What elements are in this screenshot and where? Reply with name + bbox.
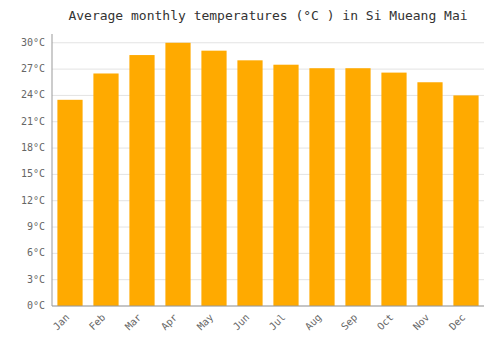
y-tick-label: 0°C xyxy=(27,300,45,311)
bar xyxy=(345,68,370,306)
axes xyxy=(52,34,484,306)
bars xyxy=(57,43,478,306)
bar xyxy=(453,95,478,306)
x-axis-labels: Jan Feb Mar Apr May Jun Jul Aug Sep Oct Nov Dec xyxy=(51,312,468,333)
y-tick-label: 21°C xyxy=(21,116,45,127)
x-tick-label: Feb xyxy=(87,312,108,333)
bar xyxy=(57,100,82,306)
y-axis-labels: 0°C 3°C 6°C 9°C 12°C 15°C 18°C 21°C 24°C 27°C 30°C xyxy=(21,37,45,311)
bar xyxy=(93,73,118,306)
y-tick-label: 12°C xyxy=(21,195,45,206)
bar xyxy=(417,82,442,306)
x-tick-label: May xyxy=(195,312,216,333)
y-axis-line xyxy=(52,34,53,306)
bar xyxy=(273,65,298,306)
x-tick-label: Aug xyxy=(303,312,324,333)
y-tick-label: 18°C xyxy=(21,142,45,153)
grid xyxy=(52,43,484,306)
y-tick-label: 24°C xyxy=(21,89,45,100)
y-tick-label: 6°C xyxy=(27,247,45,258)
bar xyxy=(237,60,262,306)
grid-line xyxy=(52,42,484,43)
x-tick-label: Dec xyxy=(447,312,468,333)
bar xyxy=(309,68,334,306)
grid-line xyxy=(52,69,484,70)
bar xyxy=(381,73,406,306)
y-tick-label: 30°C xyxy=(21,37,45,48)
y-tick-label: 15°C xyxy=(21,168,45,179)
x-tick-label: Jan xyxy=(51,312,72,333)
x-tick-label: Apr xyxy=(159,312,180,333)
x-axis-line xyxy=(52,306,484,307)
y-tick-label: 9°C xyxy=(27,221,45,232)
bar xyxy=(165,43,190,306)
grid-line xyxy=(52,306,484,307)
y-tick-label: 27°C xyxy=(21,63,45,74)
x-tick-label: Oct xyxy=(375,312,396,333)
x-tick-label: Jun xyxy=(231,312,252,333)
x-tick-label: Nov xyxy=(411,312,432,333)
bar xyxy=(201,51,226,306)
y-tick-label: 3°C xyxy=(27,274,45,285)
chart: Average monthly temperatures (°C ) in Si… xyxy=(0,0,500,350)
title: Average monthly temperatures (°C ) in Si… xyxy=(68,8,467,23)
x-tick-label: Jul xyxy=(267,312,288,333)
bar xyxy=(129,55,154,306)
x-tick-label: Sep xyxy=(339,312,360,333)
x-tick-label: Mar xyxy=(123,312,144,333)
